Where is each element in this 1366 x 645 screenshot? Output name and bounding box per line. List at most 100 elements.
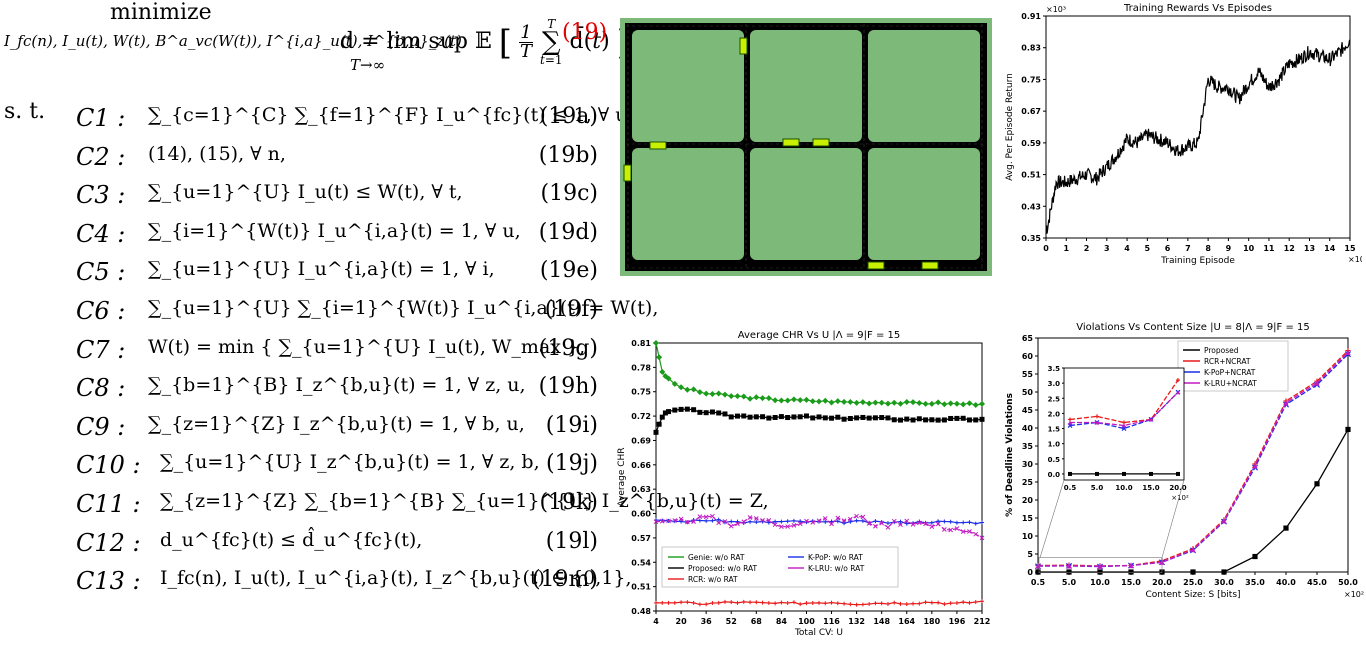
chr-marker: [891, 417, 897, 423]
chr-marker: [942, 527, 947, 532]
chr-marker: [834, 398, 841, 405]
chr-marker: [872, 399, 879, 406]
y-tick-label: 0.75: [631, 388, 651, 397]
legend-label: K-PoP+NCRAT: [1204, 368, 1256, 377]
chr-marker: [798, 519, 803, 524]
x-tick-label: 68: [751, 617, 763, 626]
chr-marker: [653, 519, 659, 525]
violation-marker: [1345, 426, 1351, 433]
chr-marker: [829, 600, 834, 605]
constraint-number: (19l): [545, 528, 598, 554]
chr-marker: [980, 599, 984, 604]
chr-marker: [817, 600, 821, 605]
chr-marker: [728, 393, 735, 400]
y-tick-label: 0: [1027, 568, 1033, 577]
chr-marker: [710, 513, 715, 519]
chr-marker: [923, 521, 928, 527]
x-tick-label: 7: [1185, 244, 1191, 253]
city-block: [868, 30, 980, 142]
vehicle: [867, 261, 885, 270]
chr-marker: [929, 600, 934, 605]
chart-title: Training Rewards Vs Episodes: [1123, 3, 1272, 14]
chr-marker: [885, 521, 890, 526]
subject-to-label: s. t.: [4, 99, 46, 124]
chr-marker: [779, 600, 784, 605]
chr-marker: [942, 602, 947, 607]
constraint-number: (19c): [540, 181, 598, 207]
constraint-expression: ∑_{u=1}^{U} I_u^{i,a}(t) = 1, ∀ i,: [148, 258, 495, 281]
violation-marker: [1149, 471, 1153, 476]
x-tick-label: 132: [848, 617, 865, 626]
vehicle: [649, 141, 667, 150]
chr-marker: [973, 417, 979, 423]
vehicle: [921, 261, 939, 270]
y-tick-label: 50: [1022, 388, 1034, 397]
constraint-expression: ∑_{c=1}^{C} ∑_{f=1}^{F} I_u^{fc}(t) ≤ 1,…: [148, 104, 648, 126]
constraint-number: (19h): [538, 374, 598, 400]
chr-marker: [753, 516, 759, 521]
x-tick-label: 25.0: [1183, 578, 1203, 587]
y-tick-label: 0.75: [1021, 75, 1041, 84]
chr-marker: [703, 390, 710, 397]
constraint-row: C13 : I_fc(n), I_u(t), I_u^{i,a}(t), I_z^…: [0, 567, 632, 605]
y-tick-label: 0.57: [631, 534, 651, 543]
constraint-row: C6 : ∑_{u=1}^{U} ∑_{i=1}^{W(t)} I_u^{i,a}…: [0, 297, 658, 335]
chr-marker: [791, 518, 796, 523]
chr-marker: [911, 601, 916, 606]
chr-marker: [960, 415, 966, 421]
violation-marker: [1068, 471, 1072, 476]
inset-x-tick-label: 10.0: [1115, 484, 1132, 492]
chr-marker: [835, 519, 840, 524]
constraint-expression: ∑_{i=1}^{W(t)} I_u^{i,a}(t) = 1, ∀ u,: [148, 219, 521, 242]
x-tick-label: 10: [1243, 244, 1255, 253]
violation-marker: [1095, 471, 1099, 476]
chr-marker: [797, 521, 803, 527]
chr-marker: [760, 600, 765, 605]
chr-marker: [954, 415, 960, 421]
legend-label: K-LRU: w/o RAT: [808, 564, 865, 573]
chr-marker: [784, 397, 791, 404]
violation-marker: [1128, 569, 1134, 575]
violation-marker: [1035, 563, 1041, 569]
chr-marker: [867, 601, 872, 606]
y-tick-label: 0.72: [631, 412, 651, 421]
violation-marker: [1066, 569, 1072, 575]
chr-marker: [873, 519, 878, 524]
y-tick-label: 20: [1022, 496, 1034, 505]
chr-marker: [835, 601, 840, 606]
chr-marker: [879, 415, 885, 421]
chr-marker: [897, 400, 904, 407]
chr-marker: [972, 402, 979, 409]
y-tick-label: 0.43: [1021, 202, 1041, 211]
y-tick-label: 0.59: [1021, 139, 1041, 148]
y-tick-label: 10: [1022, 532, 1034, 541]
chr-marker: [785, 600, 790, 605]
chr-marker: [690, 386, 697, 393]
chr-marker: [966, 417, 972, 423]
chr-marker: [748, 519, 753, 524]
chr-marker: [973, 531, 979, 537]
chr-marker: [916, 520, 922, 526]
legend-label: Genie: w/o RAT: [688, 553, 745, 562]
chr-marker: [848, 519, 853, 524]
y-tick-label: 55: [1022, 370, 1034, 379]
y-multiplier: ×10³: [1046, 5, 1066, 14]
chr-marker: [766, 520, 771, 525]
chr-marker: [885, 602, 890, 607]
constraint-expression: d_u^{fc}(t) ≤ d̂_u^{fc}(t),: [160, 528, 423, 551]
chr-marker: [936, 600, 941, 605]
violation-marker: [1176, 471, 1180, 476]
reward-series-line: [1045, 39, 1351, 235]
violation-marker: [1283, 400, 1289, 406]
chr-marker: [735, 519, 740, 524]
y-tick-label: 25: [1022, 478, 1034, 487]
chr-marker: [841, 398, 848, 405]
chr-marker: [684, 386, 691, 393]
y-tick-label: 60: [1022, 352, 1034, 361]
y-tick-label: 0.67: [1021, 107, 1041, 116]
x-axis-label: Content Size: S [bits]: [1145, 590, 1240, 600]
chr-marker: [748, 600, 753, 605]
constraint-row: C11 : ∑_{z=1}^{Z} ∑_{b=1}^{B} ∑_{u=1}^{U}…: [0, 490, 769, 528]
violation-marker: [1190, 547, 1196, 553]
x-tick-label: 116: [823, 617, 840, 626]
